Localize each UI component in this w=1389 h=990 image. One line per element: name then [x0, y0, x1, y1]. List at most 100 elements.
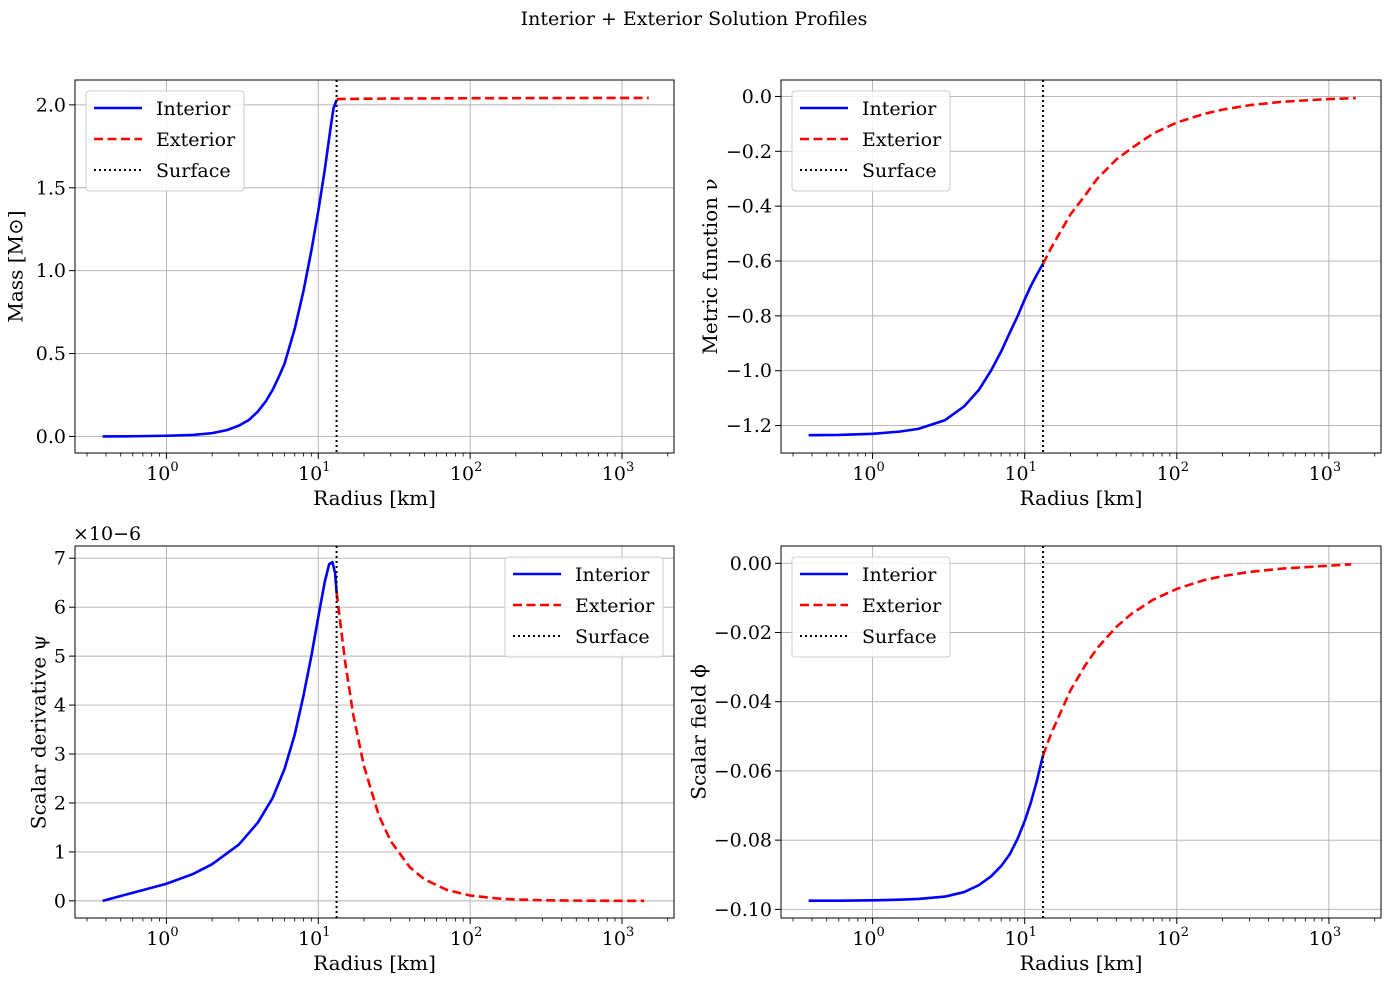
- y-tick-label: 1: [54, 841, 66, 863]
- gridlines: [781, 80, 1381, 453]
- y-tick-label: −0.08: [714, 830, 772, 852]
- y-tick-label: −0.06: [714, 760, 772, 782]
- legend: Interior Exterior Surface: [791, 90, 951, 192]
- x-tick-base: 10: [1157, 463, 1181, 485]
- series-line-exterior: [1041, 96, 1356, 265]
- x-tick-exponent: 2: [474, 925, 482, 940]
- x-tick-exponent: 0: [877, 460, 885, 475]
- x-tick-base: 10: [146, 463, 170, 485]
- data-series: [808, 546, 1352, 918]
- y-tick-label: 1.5: [36, 177, 66, 199]
- data-series: [102, 80, 649, 453]
- x-tick-exponent: 2: [1181, 925, 1189, 940]
- x-tick-label: 103: [602, 460, 634, 485]
- data-series: [102, 546, 645, 918]
- x-tick-base: 10: [1157, 928, 1181, 950]
- y-tick-label: 0.0: [742, 86, 772, 108]
- x-tick-exponent: 2: [1181, 460, 1189, 475]
- minor-ticks: [792, 453, 1376, 457]
- axes-frame: [74, 79, 675, 454]
- y-tick-label: 0.00: [730, 553, 772, 575]
- axes-frame: [74, 545, 675, 919]
- series-line-exterior: [1041, 563, 1352, 756]
- x-tick-exponent: 0: [170, 925, 178, 940]
- x-tick-exponent: 1: [1029, 460, 1037, 475]
- x-tick-base: 10: [298, 463, 322, 485]
- legend: Interior Exterior Surface: [791, 556, 951, 658]
- y-axis-label: Mass [M⊙]: [4, 210, 28, 322]
- x-tick-exponent: 3: [1333, 925, 1341, 940]
- x-tick-exponent: 1: [322, 925, 330, 940]
- y-tick-label: −0.10: [714, 899, 772, 921]
- y-tick-label: −0.02: [714, 622, 772, 644]
- x-axis-label: Radius [km]: [1020, 951, 1143, 975]
- y-tick-label: 4: [54, 695, 66, 717]
- x-tick-label: 100: [146, 925, 178, 950]
- y-tick-label: 2.0: [36, 94, 66, 116]
- series-line-exterior: [335, 592, 645, 903]
- axes-frame: [780, 545, 1382, 919]
- data-series: [808, 80, 1356, 453]
- legend-box: [504, 556, 664, 658]
- y-axis-label: Scalar field ϕ: [687, 664, 711, 799]
- x-tick-base: 10: [450, 928, 474, 950]
- x-tick-label: 103: [1309, 460, 1341, 485]
- figure-title: Interior + Exterior Solution Profiles: [521, 8, 868, 30]
- x-tick-exponent: 3: [626, 460, 634, 475]
- x-tick-label: 101: [298, 925, 330, 950]
- y-tick-label: 0.0: [36, 426, 66, 448]
- legend-label-surface: Surface: [156, 160, 231, 182]
- y-tick-label: 0.5: [36, 343, 66, 365]
- x-tick-base: 10: [852, 463, 876, 485]
- series-line-interior: [102, 99, 338, 438]
- legend-box: [791, 90, 951, 192]
- x-tick-base: 10: [1309, 928, 1333, 950]
- y-tick-label: −1.2: [726, 415, 772, 437]
- x-tick-base: 10: [602, 928, 626, 950]
- x-tick-label: 103: [602, 925, 634, 950]
- legend-label-interior: Interior: [862, 98, 937, 120]
- x-tick-base: 10: [602, 463, 626, 485]
- x-tick-label: 100: [852, 925, 884, 950]
- legend: Interior Exterior Surface: [85, 90, 245, 192]
- x-tick-label: 103: [1309, 925, 1341, 950]
- x-tick-label: 101: [298, 460, 330, 485]
- subplot-metric: 100 101 102 1030.0−0.2−0.4−0.6−0.8−1.0−1.2R…: [698, 79, 1382, 510]
- x-tick-label: 102: [450, 925, 482, 950]
- x-tick-base: 10: [852, 928, 876, 950]
- x-tick-label: 100: [852, 460, 884, 485]
- y-offset-label: ×10−6: [73, 523, 141, 545]
- x-tick-base: 10: [450, 463, 474, 485]
- legend-label-interior: Interior: [156, 98, 231, 120]
- x-axis-label: Radius [km]: [313, 951, 436, 975]
- legend-label-interior: Interior: [575, 564, 650, 586]
- minor-ticks: [86, 453, 669, 457]
- x-tick-label: 101: [1004, 460, 1036, 485]
- y-tick-label: −0.8: [726, 305, 772, 327]
- series-line-exterior: [336, 96, 649, 101]
- y-tick-label: 7: [54, 548, 66, 570]
- series-line-interior: [808, 263, 1045, 437]
- legend-box: [791, 556, 951, 658]
- legend-label-exterior: Exterior: [862, 595, 942, 617]
- y-tick-label: −0.6: [726, 251, 772, 273]
- y-axis-label: Metric function ν: [698, 178, 722, 354]
- series-line-interior: [808, 755, 1045, 903]
- y-tick-label: −0.04: [714, 691, 772, 713]
- y-tick-label: −1.0: [726, 360, 772, 382]
- y-axis-label: Scalar derivative ψ: [27, 635, 51, 830]
- minor-ticks: [86, 918, 669, 922]
- x-tick-exponent: 1: [1029, 925, 1037, 940]
- legend-label-surface: Surface: [575, 626, 650, 648]
- legend-label-exterior: Exterior: [575, 595, 655, 617]
- y-tick-label: 2: [54, 792, 66, 814]
- x-tick-base: 10: [1309, 463, 1333, 485]
- x-tick-exponent: 3: [1333, 460, 1341, 475]
- x-tick-label: 102: [1157, 925, 1189, 950]
- x-tick-base: 10: [298, 928, 322, 950]
- y-tick-label: 3: [54, 744, 66, 766]
- legend-label-surface: Surface: [862, 626, 937, 648]
